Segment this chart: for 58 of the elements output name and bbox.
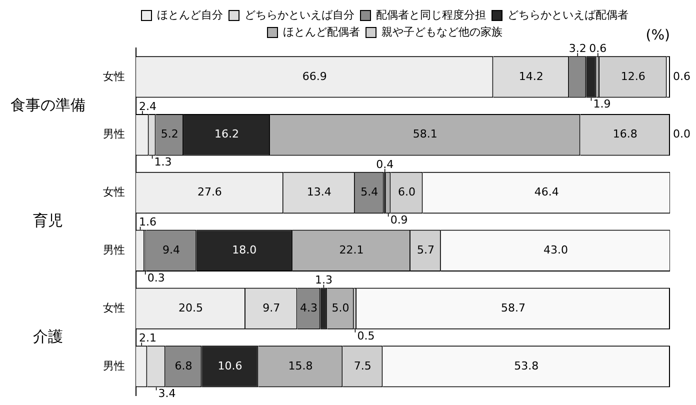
data-label: 12.6: [620, 70, 646, 83]
text: 育児: [33, 212, 63, 230]
data-label: 9.7: [262, 301, 280, 314]
data-label: 7.5: [354, 359, 372, 372]
data-label: 46.4: [534, 186, 559, 199]
data-label: 13.4: [306, 186, 332, 199]
data-label: 5.7: [416, 244, 434, 257]
data-label: 5.0: [332, 301, 350, 314]
y-tick-label: 男性: [103, 359, 125, 372]
text: 介護: [33, 327, 63, 346]
y-tick-label: 男性: [103, 128, 125, 141]
data-label: 5.4: [360, 186, 378, 199]
legend-label: どちらかといえば自分: [244, 8, 354, 22]
y-tick-label: 男性: [103, 244, 125, 257]
legend-label: 配偶者と同じ程度分担: [376, 8, 486, 22]
data-label: 4.3: [300, 301, 318, 314]
data-label: 66.9: [302, 70, 327, 83]
data-label: 43.0: [543, 244, 568, 257]
data-label: 6.8: [174, 359, 192, 372]
data-label: 2.4: [138, 100, 156, 113]
data-label: 0.6: [673, 70, 690, 83]
data-label: 58.1: [412, 128, 438, 141]
data-label: 10.6: [218, 359, 242, 372]
text: (%): [646, 28, 670, 44]
data-label: 22.1: [339, 244, 364, 257]
data-label: 2.1: [138, 331, 156, 344]
data-label: 15.8: [288, 359, 313, 372]
y-tick-label: 女性: [103, 301, 125, 314]
data-label: 3.4: [158, 387, 176, 400]
y-tick-label: 女性: [103, 70, 125, 83]
data-label: 0.3: [147, 271, 165, 284]
data-label: 1.3: [314, 274, 332, 287]
data-label: 0.6: [589, 42, 607, 55]
data-label: 18.0: [232, 244, 257, 257]
y-tick-label: 女性: [103, 186, 125, 199]
legend-label: ほとんど配偶者: [283, 25, 360, 38]
data-label: 9.4: [162, 244, 180, 257]
data-label: 14.2: [518, 70, 544, 83]
data-label: 6.0: [398, 186, 416, 199]
data-label: 1.3: [154, 156, 172, 169]
data-label: 27.6: [197, 186, 222, 199]
legend-label: 親や子どもなど他の家族: [382, 25, 502, 38]
data-label: 0.9: [390, 213, 408, 226]
text: 食事の準備: [10, 96, 86, 114]
data-label: 20.5: [178, 301, 203, 314]
data-label: 16.8: [612, 128, 638, 141]
data-label: 0.4: [376, 158, 394, 171]
data-label: 58.7: [501, 301, 526, 314]
data-label: 16.2: [214, 128, 240, 141]
data-label: 1.6: [138, 216, 156, 229]
data-label: 53.8: [514, 359, 539, 372]
data-label: 0.5: [357, 329, 375, 342]
data-label: 3.2: [568, 42, 586, 55]
data-label: 5.2: [160, 128, 178, 141]
data-label: 1.9: [593, 98, 611, 111]
legend-label: ほとんど自分: [157, 8, 223, 22]
data-label: 0.0: [673, 128, 690, 141]
legend-label: どちらかといえば配偶者: [508, 8, 628, 22]
